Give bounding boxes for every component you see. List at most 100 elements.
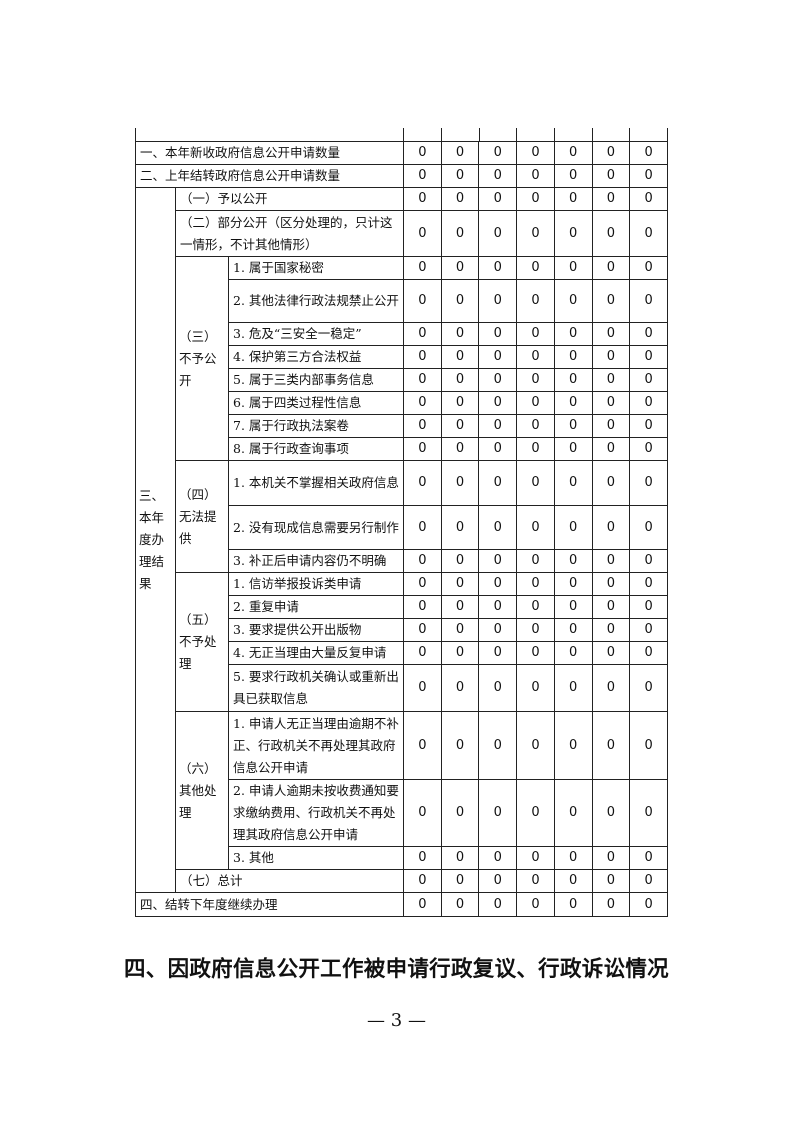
count-cell: 0 xyxy=(516,414,555,438)
count-cell: 0 xyxy=(516,641,555,665)
table-row: 2. 没有现成信息需要另行制作 0 0 0 0 0 0 0 xyxy=(136,505,668,550)
section-label: 三、本年度办理结果 xyxy=(135,187,176,893)
count-cell: 0 xyxy=(629,368,668,392)
table-row: 二、上年结转政府信息公开申请数量 0 0 0 0 0 0 0 xyxy=(135,164,668,188)
count-cell: 0 xyxy=(478,892,518,917)
count-cell: 0 xyxy=(629,141,668,165)
page-number: — 3 — xyxy=(367,1010,426,1031)
count-cell: 0 xyxy=(516,779,555,847)
count-cell: 0 xyxy=(478,187,518,211)
table-row: 3. 要求提供公开出版物 0 0 0 0 0 0 0 xyxy=(136,618,668,642)
count-cell: 0 xyxy=(440,505,480,550)
count-cell: 0 xyxy=(403,437,442,461)
count-cell: 0 xyxy=(629,846,668,870)
count-cell: 0 xyxy=(629,869,668,893)
count-cell: 0 xyxy=(478,368,518,392)
count-cell: 0 xyxy=(629,279,668,323)
item-label: 1. 信访举报投诉类申请 xyxy=(228,572,404,596)
table-row: 2. 重复申请 0 0 0 0 0 0 0 xyxy=(136,595,668,619)
count-cell: 0 xyxy=(516,892,555,917)
item-label: 4. 无正当理由大量反复申请 xyxy=(228,641,404,665)
count-cell: 0 xyxy=(440,414,480,438)
count-cell: 0 xyxy=(553,414,593,438)
count-cell: 0 xyxy=(440,368,480,392)
count-cell: 0 xyxy=(440,460,480,506)
count-cell: 0 xyxy=(516,256,555,280)
count-cell: 0 xyxy=(629,345,668,369)
count-cell: 0 xyxy=(553,595,593,619)
count-cell: 0 xyxy=(440,322,480,346)
count-cell: 0 xyxy=(478,779,518,847)
count-cell: 0 xyxy=(403,549,442,573)
item-label: 3. 补正后申请内容仍不明确 xyxy=(228,549,404,573)
section-heading: 四、因政府信息公开工作被申请行政复议、行政诉讼情况 xyxy=(123,957,669,982)
table-row: 5. 要求行政机关确认或重新出具已获取信息 0 0 0 0 0 0 0 xyxy=(136,664,668,712)
count-cell: 0 xyxy=(629,391,668,415)
count-cell: 0 xyxy=(403,460,442,506)
count-cell: 0 xyxy=(553,391,593,415)
count-cell: 0 xyxy=(553,164,593,188)
table-row: 4. 保护第三方合法权益 0 0 0 0 0 0 0 xyxy=(136,345,668,369)
count-cell: 0 xyxy=(478,279,518,323)
count-cell: 0 xyxy=(553,572,593,596)
count-cell: 0 xyxy=(516,164,555,188)
count-cell: 0 xyxy=(478,345,518,369)
count-cell: 0 xyxy=(403,892,442,917)
count-cell: 0 xyxy=(516,711,555,780)
count-cell: 0 xyxy=(440,641,480,665)
item-label: 2. 没有现成信息需要另行制作 xyxy=(228,505,404,550)
count-cell: 0 xyxy=(516,210,555,257)
count-cell: 0 xyxy=(516,618,555,642)
count-cell: 0 xyxy=(553,505,593,550)
count-cell: 0 xyxy=(629,256,668,280)
count-cell: 0 xyxy=(403,322,442,346)
table-row: 7. 属于行政执法案卷 0 0 0 0 0 0 0 xyxy=(136,414,668,438)
table-row: 2. 申请人逾期未按收费通知要求缴纳费用、行政机关不再处理其政府信息公开申请 0 0… xyxy=(136,779,668,847)
count-cell: 0 xyxy=(478,595,518,619)
table-row: （四）无法提供 1. 本机关不掌握相关政府信息 0 0 0 0 0 0 0 xyxy=(136,460,668,573)
count-cell: 0 xyxy=(403,711,442,780)
count-cell: 0 xyxy=(403,368,442,392)
count-cell: 0 xyxy=(403,869,442,893)
item-label: 3. 危及“三安全一稳定” xyxy=(228,322,404,346)
count-cell: 0 xyxy=(553,187,593,211)
count-cell: 0 xyxy=(516,345,555,369)
table-row: 3. 其他 0 0 0 0 0 0 0 xyxy=(136,846,668,870)
count-cell: 0 xyxy=(516,279,555,323)
count-cell: 0 xyxy=(516,322,555,346)
count-cell: 0 xyxy=(591,664,631,712)
group-label: （七）总计 xyxy=(175,869,404,893)
count-cell: 0 xyxy=(478,141,518,165)
count-cell: 0 xyxy=(553,141,593,165)
count-cell: 0 xyxy=(591,414,631,438)
count-cell: 0 xyxy=(478,618,518,642)
count-cell: 0 xyxy=(403,846,442,870)
count-cell: 0 xyxy=(440,210,480,257)
count-cell: 0 xyxy=(440,549,480,573)
count-cell: 0 xyxy=(478,869,518,893)
group-label: （二）部分公开（区分处理的，只计这一情形，不计其他情形） xyxy=(175,210,404,257)
count-cell: 0 xyxy=(440,141,480,165)
count-cell: 0 xyxy=(553,869,593,893)
count-cell: 0 xyxy=(440,391,480,415)
table-row: 5. 属于三类内部事务信息 0 0 0 0 0 0 0 xyxy=(136,368,668,392)
count-cell: 0 xyxy=(440,779,480,847)
group-label: （一）予以公开 xyxy=(175,187,404,211)
count-cell: 0 xyxy=(403,595,442,619)
count-cell: 0 xyxy=(478,641,518,665)
count-cell: 0 xyxy=(478,664,518,712)
count-cell: 0 xyxy=(553,779,593,847)
count-cell: 0 xyxy=(516,141,555,165)
count-cell: 0 xyxy=(591,210,631,257)
count-cell: 0 xyxy=(478,505,518,550)
count-cell: 0 xyxy=(591,549,631,573)
count-cell: 0 xyxy=(591,391,631,415)
count-cell: 0 xyxy=(629,437,668,461)
count-cell: 0 xyxy=(516,437,555,461)
count-cell: 0 xyxy=(591,256,631,280)
table-row: （五）不予处理 1. 信访举报投诉类申请 0 0 0 0 0 0 0 xyxy=(136,572,668,712)
count-cell: 0 xyxy=(403,641,442,665)
count-cell: 0 xyxy=(478,572,518,596)
item-label: 2. 其他法律行政法规禁止公开 xyxy=(228,279,404,323)
count-cell: 0 xyxy=(629,210,668,257)
